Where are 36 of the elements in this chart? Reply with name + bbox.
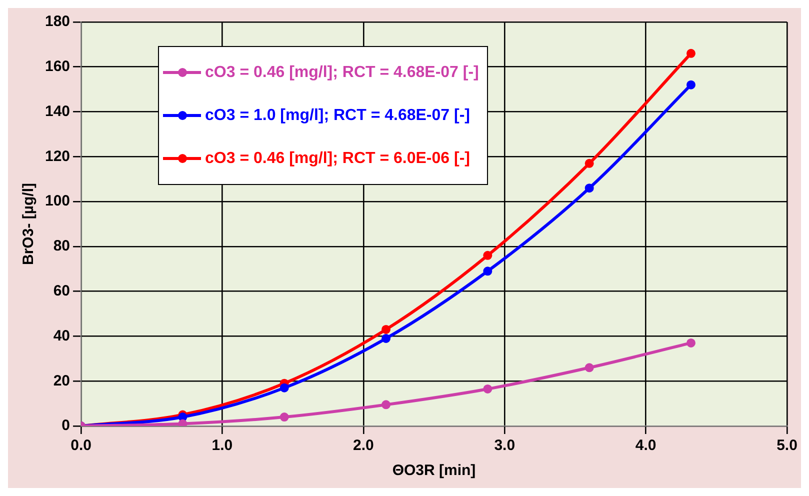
point [382, 324, 391, 334]
legend-label: cO3 = 0.46 [mg/l]; RCT = 4.68E-07 [-] [205, 64, 479, 82]
x-tick-label: 0.0 [70, 437, 92, 454]
y-axis-title: BrO3- [µg/l] [20, 183, 38, 265]
point [178, 419, 188, 426]
point [686, 48, 696, 58]
point [584, 363, 594, 372]
y-tick-label: 20 [53, 372, 70, 390]
point [483, 384, 492, 394]
y-tick-label: 80 [53, 238, 70, 255]
y-tick-label: 180 [44, 13, 70, 30]
point [584, 184, 594, 193]
point [280, 412, 289, 422]
y-tick-label: 140 [44, 102, 70, 120]
point [686, 338, 696, 348]
point [382, 400, 391, 410]
x-tick-label: 1.0 [212, 437, 233, 454]
x-tick-label: 5.0 [776, 437, 798, 454]
y-tick-label: 0 [62, 417, 70, 434]
point [483, 266, 492, 276]
x-axis-title: ΘO3R [min] [392, 462, 476, 480]
y-tick-label: 120 [44, 148, 70, 165]
y-tick-label: 60 [53, 282, 70, 300]
x-tick-label: 3.0 [494, 437, 516, 454]
point [686, 80, 696, 90]
legend-label: cO3 = 1.0 [mg/l]; RCT = 4.68E-07 [-] [205, 106, 470, 124]
legend-label: cO3 = 0.46 [mg/l]; RCT = 6.0E-06 [-] [205, 150, 470, 168]
y-tick-label: 100 [44, 192, 70, 210]
x-tick-label: 2.0 [352, 437, 374, 454]
y-tick-label: 40 [53, 327, 70, 344]
x-tick-label: 4.0 [635, 437, 656, 454]
point [584, 158, 594, 168]
point [280, 383, 289, 392]
point [483, 250, 492, 260]
point [382, 334, 391, 343]
y-tick-label: 160 [44, 58, 70, 76]
